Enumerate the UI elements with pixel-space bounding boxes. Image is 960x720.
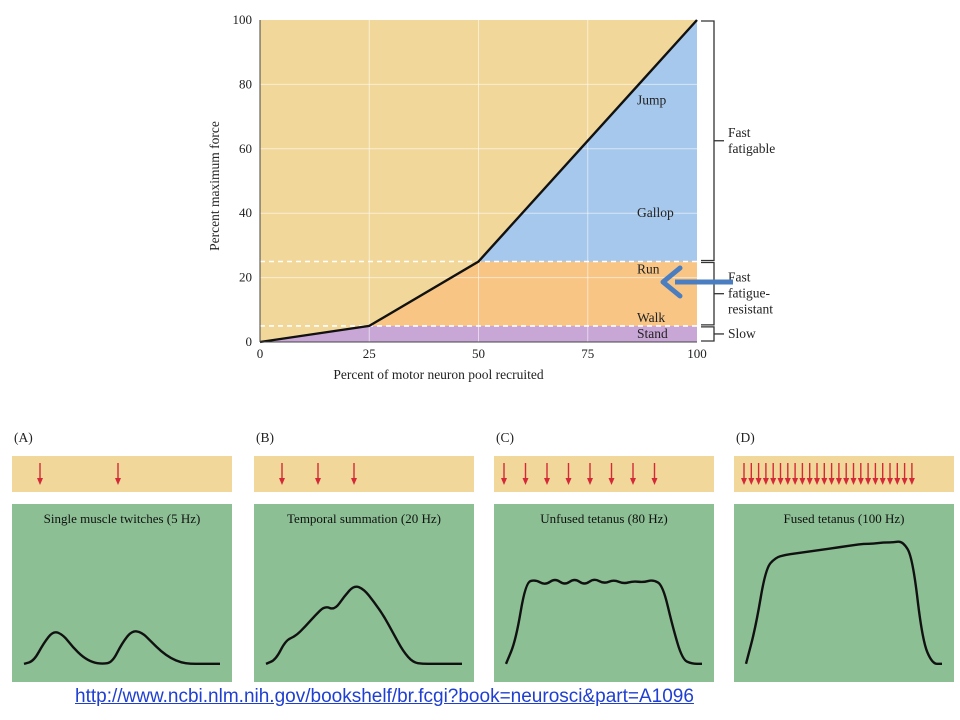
stim-arrow-head — [777, 478, 784, 485]
stim-strip — [734, 456, 954, 492]
stim-arrow-head — [762, 478, 769, 485]
stim-arrow-head — [544, 478, 550, 485]
x-tick-label: 75 — [581, 346, 594, 361]
y-tick-label: 0 — [246, 334, 253, 349]
unit-label-0: Slow — [728, 326, 756, 341]
stim-arrow-head — [784, 478, 791, 485]
y-axis-label: Percent maximum force — [207, 121, 222, 251]
stim-arrow-head — [843, 478, 850, 485]
stim-arrow-head — [279, 478, 285, 485]
y-tick-label: 100 — [233, 12, 253, 27]
stim-arrow-head — [651, 478, 658, 485]
stim-arrow-head — [821, 478, 828, 485]
panel-title: Temporal summation (20 Hz) — [287, 511, 441, 526]
highlight-arrow-head — [660, 265, 683, 299]
panel-2: (C) Unfused tetanus (80 Hz) — [494, 430, 714, 682]
region-label-walk: Walk — [637, 310, 665, 325]
stim-arrow-head — [770, 478, 777, 485]
stim-arrow-head — [115, 478, 121, 485]
trace-background — [12, 504, 232, 682]
stim-arrow-head — [748, 478, 755, 485]
stim-arrow-head — [315, 478, 321, 485]
stim-arrow-head — [37, 478, 43, 485]
stim-arrow-head — [741, 478, 747, 485]
stim-arrow-head — [894, 478, 901, 485]
twitch-panels: (A) Single muscle twitches (5 Hz) (B) Tempo… — [0, 425, 960, 685]
stim-strip — [254, 456, 474, 492]
stim-arrow-head — [755, 478, 762, 485]
y-tick-label: 60 — [239, 141, 252, 156]
x-tick-label: 25 — [363, 346, 376, 361]
region-label-run: Run — [637, 262, 660, 277]
unit-label-1: Fast fatigue-resistant — [728, 270, 773, 317]
panel-title: Fused tetanus (100 Hz) — [784, 511, 905, 526]
stim-arrow-head — [865, 478, 872, 485]
panel-title: Unfused tetanus (80 Hz) — [540, 511, 667, 526]
region-label-jump: Jump — [637, 93, 667, 108]
y-tick-label: 80 — [239, 76, 252, 91]
x-tick-label: 100 — [687, 346, 707, 361]
stim-arrow-head — [792, 478, 799, 485]
stim-arrow-head — [887, 478, 893, 485]
force-trace — [744, 540, 942, 666]
unit-label-line: fatigue- — [728, 286, 770, 301]
stim-strip — [494, 456, 714, 492]
x-tick-label: 50 — [472, 346, 485, 361]
panel-title: Single muscle twitches (5 Hz) — [44, 511, 201, 526]
panel-letter: (D) — [736, 430, 755, 445]
recruitment-chart: 0 25 50 75 100 0 20 40 60 80 100 Percent of motor n… — [200, 0, 792, 388]
stim-arrow-head — [814, 478, 820, 485]
x-tick-label: 0 — [257, 346, 264, 361]
panel-1: (B) Temporal summation (20 Hz) — [254, 430, 474, 682]
trace-background — [494, 504, 714, 682]
y-tick-label: 40 — [239, 205, 252, 220]
stim-arrow-head — [501, 478, 507, 485]
trace-background — [734, 504, 954, 682]
stim-arrow-head — [565, 478, 572, 485]
stim-arrow-head — [879, 478, 886, 485]
stim-arrow-head — [630, 478, 636, 485]
unit-label-line: Fast — [728, 270, 751, 285]
source-link[interactable]: http://www.ncbi.nlm.nih.gov/bookshelf/br… — [75, 686, 694, 707]
unit-label-line: Slow — [728, 326, 756, 341]
panel-letter: (B) — [256, 430, 274, 445]
stim-arrow-head — [806, 478, 813, 485]
stim-arrow-head — [351, 478, 357, 485]
stim-arrow-head — [872, 478, 879, 485]
unit-label-line: resistant — [728, 302, 773, 317]
force-trace — [265, 585, 462, 666]
stim-arrow-head — [901, 478, 908, 485]
unit-label-line: Fast — [728, 125, 751, 140]
unit-label-2: Fast fatigable — [728, 125, 775, 156]
panel-letter: (A) — [14, 430, 33, 445]
stim-arrow-head — [850, 478, 857, 485]
stim-arrow-head — [587, 478, 593, 485]
force-trace — [504, 578, 702, 666]
stim-arrow-head — [828, 478, 835, 485]
stim-arrow-head — [608, 478, 615, 485]
x-axis-label: Percent of motor neuron pool recruited — [333, 367, 544, 382]
force-trace — [23, 630, 220, 666]
trace-background — [254, 504, 474, 682]
stim-arrow-head — [835, 478, 842, 485]
recruitment-line — [259, 19, 698, 344]
stim-strip — [12, 456, 232, 492]
panel-0: (A) Single muscle twitches (5 Hz) — [12, 430, 232, 682]
stim-arrow-head — [799, 478, 806, 485]
stim-arrow-head — [522, 478, 529, 485]
region-label-gallop: Gallop — [637, 205, 674, 220]
y-tick-label: 20 — [239, 270, 252, 285]
stim-arrow-head — [908, 478, 915, 485]
unit-label-line: fatigable — [728, 141, 775, 156]
panel-letter: (C) — [496, 430, 514, 445]
stim-arrow-head — [857, 478, 864, 485]
panel-3: (D) Fused tetanus (100 Hz) — [734, 430, 954, 682]
region-label-stand: Stand — [637, 326, 668, 341]
